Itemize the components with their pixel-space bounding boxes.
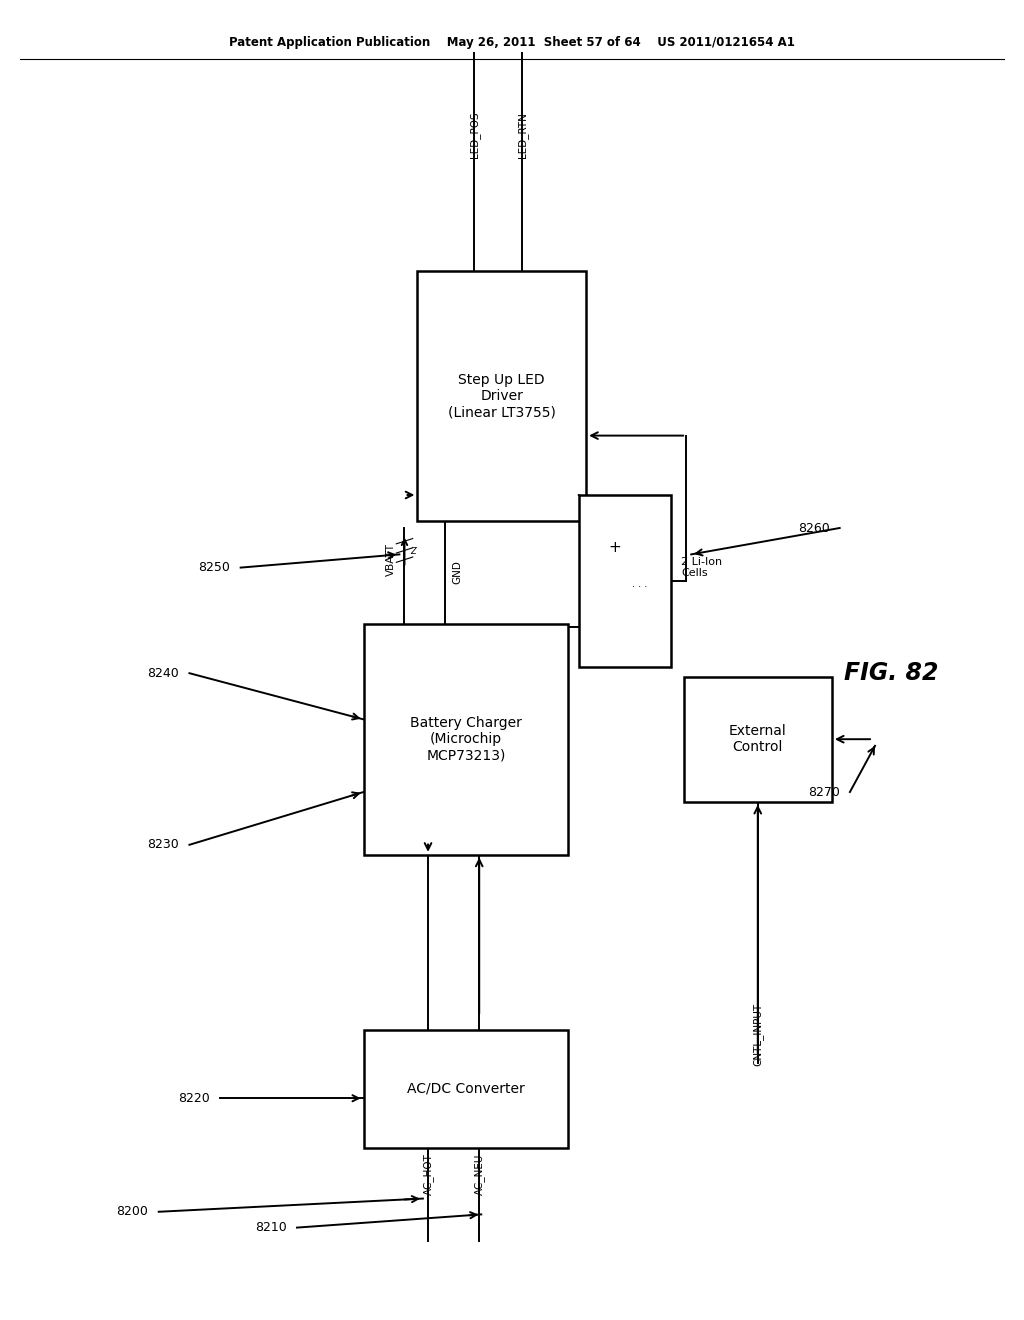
Text: LED_RTN: LED_RTN xyxy=(517,112,527,158)
Bar xyxy=(364,1030,568,1148)
Text: · · ·: · · · xyxy=(633,582,647,593)
Text: 8250: 8250 xyxy=(199,561,230,574)
Text: 8270: 8270 xyxy=(808,785,840,799)
Text: VBATT: VBATT xyxy=(386,543,396,576)
Bar xyxy=(684,676,831,801)
Text: 8260: 8260 xyxy=(798,521,829,535)
Text: Battery Charger
(Microchip
MCP73213): Battery Charger (Microchip MCP73213) xyxy=(410,715,522,763)
Text: Z: Z xyxy=(411,548,417,556)
Text: Step Up LED
Driver
(Linear LT3755): Step Up LED Driver (Linear LT3755) xyxy=(447,372,556,420)
Text: 2 Li-Ion
Cells: 2 Li-Ion Cells xyxy=(681,557,722,578)
Text: Patent Application Publication    May 26, 2011  Sheet 57 of 64    US 2011/012165: Patent Application Publication May 26, 2… xyxy=(229,36,795,49)
Bar xyxy=(579,495,671,667)
Text: AC_HOT: AC_HOT xyxy=(423,1152,433,1195)
Text: CNTL_INPUT: CNTL_INPUT xyxy=(753,1003,763,1067)
Text: 8230: 8230 xyxy=(147,838,179,851)
Text: External
Control: External Control xyxy=(729,725,786,754)
Bar xyxy=(364,623,568,855)
Text: 8210: 8210 xyxy=(255,1221,287,1234)
Text: GND: GND xyxy=(453,561,463,585)
Text: FIG. 82: FIG. 82 xyxy=(844,661,938,685)
Bar xyxy=(418,271,586,521)
Text: 8240: 8240 xyxy=(147,667,179,680)
Text: LED_POS: LED_POS xyxy=(469,112,479,158)
Text: 8200: 8200 xyxy=(117,1205,148,1218)
Text: +: + xyxy=(608,540,621,556)
Text: 8220: 8220 xyxy=(178,1092,210,1105)
Text: AC_NEU: AC_NEU xyxy=(474,1154,484,1195)
Text: AC/DC Converter: AC/DC Converter xyxy=(408,1082,524,1096)
